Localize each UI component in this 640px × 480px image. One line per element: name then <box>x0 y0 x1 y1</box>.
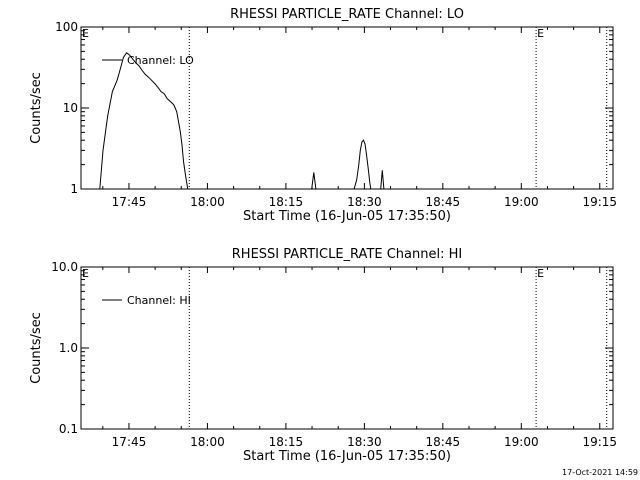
x-tick-label: 18:30 <box>347 435 382 449</box>
x-tick-label: 18:45 <box>426 435 461 449</box>
y-tick-label: 100 <box>55 20 78 34</box>
x-tick-label: 19:15 <box>582 195 617 209</box>
y-axis-label: Counts/sec <box>29 312 44 384</box>
time-marker-label: E <box>537 267 544 280</box>
y-tick-label: 1 <box>70 182 78 196</box>
x-tick-label: 17:45 <box>112 435 147 449</box>
x-axis-label: Start Time (16-Jun-05 17:35:50) <box>243 209 451 224</box>
x-tick-label: 19:15 <box>582 435 617 449</box>
y-tick-label: 10 <box>63 101 78 115</box>
hi-channel-panel: RHESSI PARTICLE_RATE Channel: HI 17:45 18:… <box>29 247 617 464</box>
plot-frame <box>80 266 614 430</box>
y-tick-label: 0.1 <box>59 422 78 436</box>
series-line-segment <box>353 139 372 190</box>
y-tick-label: 10.0 <box>51 260 78 274</box>
series-line-segment <box>99 52 189 190</box>
y-axis-label: Counts/sec <box>29 72 44 144</box>
y-tick-label: 1.0 <box>59 341 78 355</box>
lo-channel-panel: RHESSI PARTICLE_RATE Channel: LO 17:45 18:… <box>29 7 617 224</box>
chart-title: RHESSI PARTICLE_RATE Channel: HI <box>232 247 462 262</box>
x-tick-label: 19:00 <box>504 435 539 449</box>
x-tick-label: 18:45 <box>426 195 461 209</box>
series-line-segment <box>380 170 385 190</box>
x-tick-label: 18:30 <box>347 195 382 209</box>
series-line-segment <box>311 172 317 190</box>
time-marker-label: E <box>537 27 544 40</box>
plot-frame <box>80 26 614 190</box>
x-axis-label: Start Time (16-Jun-05 17:35:50) <box>243 449 451 464</box>
x-tick-label: 18:15 <box>269 195 304 209</box>
x-tick-label: 18:00 <box>190 195 225 209</box>
chart-title: RHESSI PARTICLE_RATE Channel: LO <box>230 7 464 22</box>
corner-marker-label: E <box>82 267 89 280</box>
generation-timestamp: 17-Oct-2021 14:59 <box>562 468 638 477</box>
x-tick-label: 18:00 <box>190 435 225 449</box>
legend-label: Channel: HI <box>127 294 191 307</box>
corner-marker-label: E <box>82 27 89 40</box>
x-tick-label: 18:15 <box>269 435 304 449</box>
legend-label: Channel: LO <box>127 54 194 67</box>
x-tick-label: 17:45 <box>112 195 147 209</box>
x-tick-label: 19:00 <box>504 195 539 209</box>
